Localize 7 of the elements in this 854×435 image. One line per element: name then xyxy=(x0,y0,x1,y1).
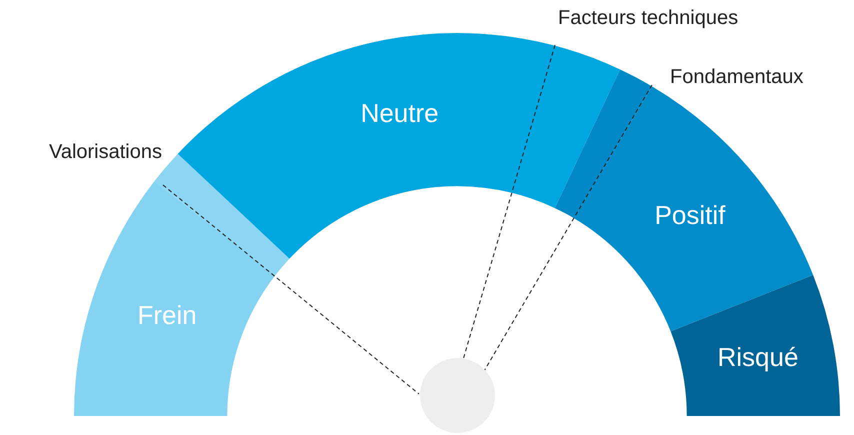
text: Valorisations xyxy=(48,141,162,164)
slice-label: Risqué xyxy=(718,342,798,372)
slice-label: Neutre xyxy=(360,98,439,128)
slice-label: Positif xyxy=(654,200,726,230)
text: Fondamentaux xyxy=(670,66,804,89)
slice-label: Frein xyxy=(137,300,197,330)
text: Facteurs techniques xyxy=(558,7,738,30)
